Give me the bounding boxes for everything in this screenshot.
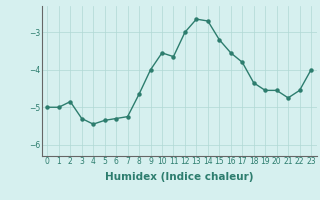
X-axis label: Humidex (Indice chaleur): Humidex (Indice chaleur) [105,172,253,182]
